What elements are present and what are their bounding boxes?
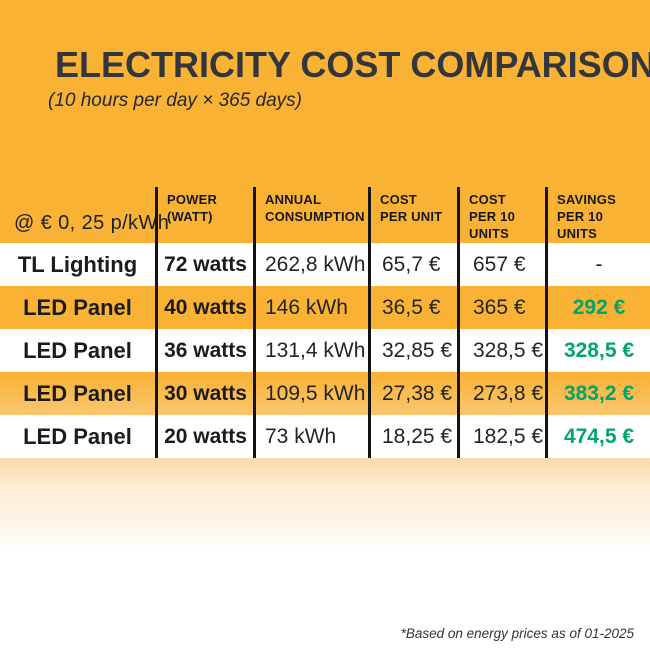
page-title: ELECTRICITY COST COMPARISON [55, 44, 650, 85]
cell-savings: - [545, 243, 650, 286]
cell-annual-consumption: 131,4 kWh [253, 329, 368, 372]
comparison-table: @ € 0, 25 p/kWh POWER (WATT) ANNUAL CONS… [0, 187, 650, 458]
column-header-annual-consumption: ANNUAL CONSUMPTION [253, 187, 368, 243]
cell-annual-consumption: 146 kWh [253, 286, 368, 329]
cell-savings: 383,2 € [545, 372, 650, 415]
cell-name: LED Panel [23, 294, 132, 320]
cell-name: LED Panel [0, 329, 155, 372]
cell-savings: 328,5 € [545, 329, 650, 372]
cell-cost-per-unit: 65,7 € [368, 243, 457, 286]
cell-annual-consumption: 262,8 kWh [253, 243, 368, 286]
cell-power: 36 watts [155, 329, 253, 372]
cell-annual-consumption: 109,5 kWh [253, 372, 368, 415]
cell-power: 40 watts [155, 286, 253, 329]
cell-cost-per-unit: 18,25 € [368, 415, 457, 458]
page-subtitle: (10 hours per day × 365 days) [48, 90, 303, 111]
footnote: *Based on energy prices as of 01-2025 [400, 626, 634, 641]
cell-annual-consumption: 73 kWh [253, 415, 368, 458]
column-header-power: POWER (WATT) [155, 187, 253, 243]
cell-savings: 474,5 € [545, 415, 650, 458]
cell-cost-per-unit: 36,5 € [368, 286, 457, 329]
cell-name: LED Panel [23, 380, 132, 406]
cell-cost-per-10-units: 273,8 € [457, 372, 545, 415]
cell-cost-per-unit: 32,85 € [368, 329, 457, 372]
cell-power: 72 watts [155, 243, 253, 286]
cell-cost-per-10-units: 182,5 € [457, 415, 545, 458]
rate-label: @ € 0, 25 p/kWh [14, 212, 170, 234]
cell-name: TL Lighting [0, 243, 155, 286]
cell-savings: 292 € [545, 286, 650, 329]
cell-power: 20 watts [155, 415, 253, 458]
cell-cost-per-10-units: 328,5 € [457, 329, 545, 372]
cell-cost-per-10-units: 365 € [457, 286, 545, 329]
column-header-cost-per-unit: COST PER UNIT [368, 187, 457, 243]
column-header-cost-per-10-units: COST PER 10 UNITS [457, 187, 545, 243]
cell-power: 30 watts [155, 372, 253, 415]
cell-name: LED Panel [0, 415, 155, 458]
cell-cost-per-unit: 27,38 € [368, 372, 457, 415]
cell-cost-per-10-units: 657 € [457, 243, 545, 286]
column-header-savings-per-10-units: SAVINGS PER 10 UNITS [545, 187, 650, 243]
